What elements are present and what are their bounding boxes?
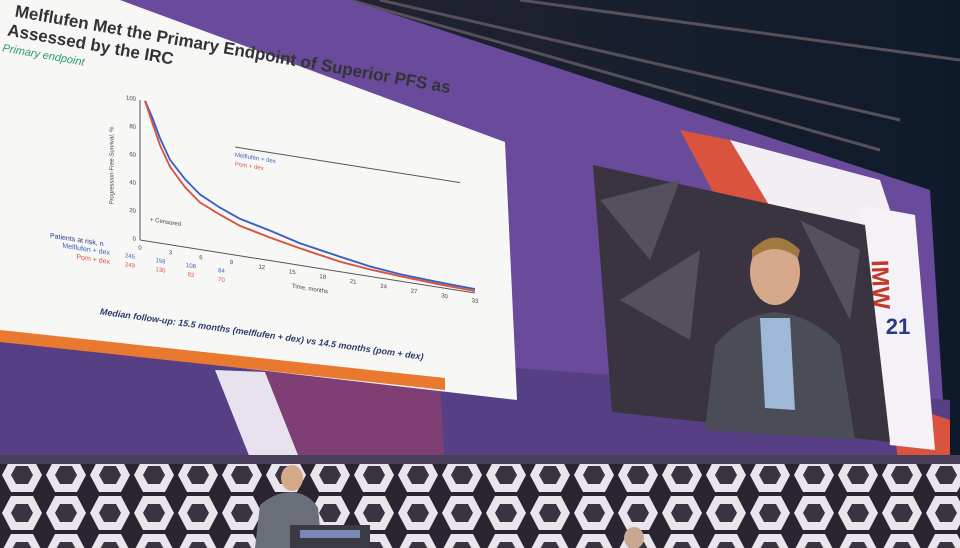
truss [349,0,960,152]
x-tick-label: 33 [472,298,479,305]
video-bg [600,180,860,340]
x-tick-label: 12 [258,264,265,271]
x-tick-label: 18 [319,274,326,281]
stripe [215,370,300,460]
y-tick-label: 100 [126,95,137,103]
y-tick-label: 0 [133,236,137,243]
y-axis-label: Progression-Free Survival, % [110,126,116,205]
x-tick-label: 15 [289,269,296,276]
x-tick-label: 30 [441,293,448,300]
slide [0,0,517,400]
presenter-head [750,239,800,305]
curve-melflufen [144,100,476,291]
at-risk-count: 82 [188,272,195,279]
y-tick-label: 20 [129,208,136,215]
at-risk-count: 249 [125,262,136,270]
at-risk-count: 158 [156,258,167,266]
at-risk-count: 108 [186,263,197,271]
y-tick-label: 40 [129,180,136,187]
speaker-head [281,465,303,491]
x-tick-label: 21 [350,279,357,286]
y-tick-label: 80 [129,124,136,131]
x-tick-label: 24 [380,284,387,291]
at-risk-count: 84 [218,268,225,275]
plot: 100 80 60 40 20 00 3 6 9 12 15 18 21 24 27 30 33 Progres… [50,95,479,305]
x-tick-label: 27 [411,288,418,295]
x-tick-label: 9 [230,260,234,267]
x-tick-label: 0 [138,245,142,252]
at-risk-count: 130 [156,267,167,275]
curve-pom [144,100,476,293]
podium-screen [300,530,360,538]
censored-label: + Censored [150,217,181,228]
presenter-hair [752,237,800,258]
audience-head [624,527,644,548]
x-axis [140,239,475,294]
stage-wall [0,462,960,548]
y-tick-label: 60 [129,152,136,159]
legend-label: Pom + dex [235,162,264,173]
presenter-shirt [760,318,795,410]
stripe [265,372,445,470]
x-tick-label: 3 [169,250,173,257]
slide-bar [0,330,445,390]
at-risk-count: 70 [218,277,225,284]
x-tick-label: 6 [199,255,203,262]
logo-panel [860,205,935,450]
table-rule [235,146,460,184]
logo-number: 21 [886,314,910,339]
stripe [730,140,900,240]
stage-edge [0,455,960,464]
x-axis-label: Time, months [292,284,328,296]
at-risk-count: 245 [125,253,136,261]
stripe [680,130,775,215]
